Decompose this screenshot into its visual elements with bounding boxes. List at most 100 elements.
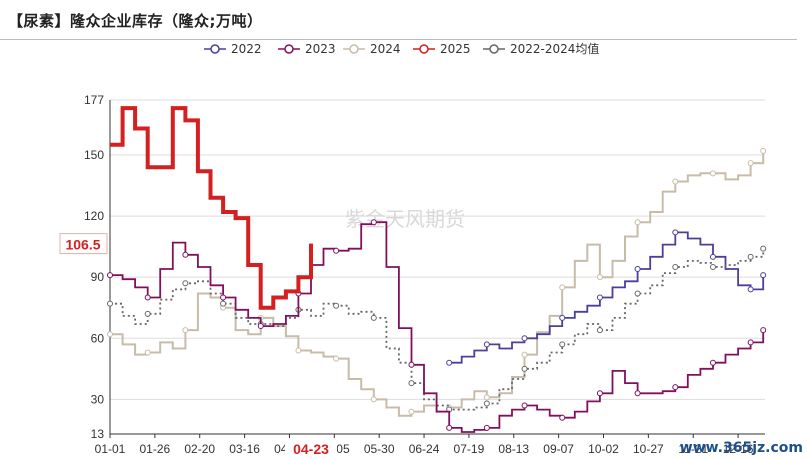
series-line-2022: [449, 231, 765, 364]
legend-swatch-marker: [210, 44, 220, 54]
legend-item-2022[interactable]: 2022: [204, 42, 262, 56]
x-tick-label: 10-02: [588, 442, 619, 456]
data-point-2023: [596, 390, 603, 397]
legend-label: 2022-2024均值: [510, 41, 599, 56]
series-line-2025: [110, 106, 313, 310]
legend[interactable]: 2022 2023 2024 2025 2022-2024均值: [204, 41, 599, 56]
watermark-text: 紫金天风期货: [345, 207, 465, 231]
data-point-2023: [257, 323, 264, 330]
page-title: 【尿素】隆众企业库存（隆众;万吨）: [8, 12, 263, 30]
data-point-2023: [408, 361, 415, 368]
x-tick-label: 01-26: [140, 442, 171, 456]
data-point-2023: [446, 424, 453, 431]
data-point-2024: [559, 284, 566, 291]
x-tick-label: 12-16: [723, 442, 754, 456]
data-point-2023: [107, 272, 113, 279]
data-point-2023: [483, 424, 490, 431]
data-point-2024: [144, 349, 151, 356]
data-point-2024: [333, 355, 340, 362]
legend-label: 2024: [370, 42, 401, 56]
data-point-2023: [521, 402, 528, 409]
data-point-avg: [182, 280, 189, 287]
y-tick-label: 30: [91, 392, 105, 406]
data-point-avg: [709, 264, 716, 270]
data-point-2023: [220, 294, 227, 301]
x-tick-label: 03-16: [229, 442, 260, 456]
data-point-2023: [144, 294, 151, 301]
data-point-avg: [634, 290, 641, 297]
data-point-2022: [596, 294, 603, 301]
legend-swatch-marker: [489, 44, 499, 54]
x-tick-label: 08-13: [498, 442, 529, 456]
data-point-2024: [370, 396, 377, 403]
data-point-2024: [760, 147, 767, 154]
data-point-2023: [672, 384, 679, 391]
data-point-2022: [483, 341, 490, 348]
data-point-2023: [370, 219, 377, 226]
data-point-2024: [596, 274, 603, 281]
data-point-2024: [634, 219, 641, 226]
legend-swatch-marker: [284, 44, 294, 54]
y-tick-label: 90: [91, 270, 105, 284]
data-point-2023: [559, 414, 566, 421]
axes: [109, 100, 765, 438]
latest-date-label: 04-23: [293, 441, 329, 457]
data-point-2023: [747, 339, 754, 346]
data-point-2024: [709, 170, 716, 177]
data-point-avg: [107, 300, 113, 307]
series-lines: [107, 106, 767, 433]
latest-value-label: 106.5: [65, 237, 100, 253]
data-point-avg: [333, 302, 340, 309]
data-point-avg: [760, 245, 767, 252]
data-point-2024: [295, 347, 302, 354]
latest-value-box: [59, 233, 108, 255]
x-tick-label: 05-30: [364, 442, 395, 456]
data-point-2024: [747, 160, 754, 167]
data-point-2024: [182, 327, 189, 334]
data-point-2022: [760, 272, 767, 279]
legend-label: 2025: [440, 42, 471, 56]
legend-swatch-marker: [419, 44, 429, 54]
data-point-2022: [709, 253, 716, 260]
data-point-2022: [634, 266, 641, 273]
axis-labels: 13 30 60 90 120 150 177 01-01 01-26 02-20 03-16 04-…: [59, 93, 754, 458]
latest-date-box: [284, 438, 337, 458]
series-line-2024: [110, 150, 765, 417]
data-point-2024: [483, 394, 490, 401]
data-point-2023: [760, 327, 767, 334]
legend-item-2023[interactable]: 2023: [278, 42, 336, 56]
data-point-2024: [521, 351, 528, 358]
data-point-2024: [107, 331, 113, 338]
x-tick-label: 11-21: [678, 442, 708, 456]
y-tick-label: 60: [91, 331, 105, 345]
legend-item-2025[interactable]: 2025: [413, 42, 471, 56]
data-point-2023: [634, 390, 641, 397]
data-point-avg: [220, 300, 227, 307]
data-point-avg: [672, 264, 679, 270]
x-tick-label: 01-01: [95, 442, 126, 456]
y-tick-label: 13: [91, 427, 105, 441]
y-tick-label: 120: [84, 209, 104, 223]
title-divider: [0, 39, 797, 40]
x-tick-label: 10-27: [633, 442, 664, 456]
x-tick-label: 02-20: [184, 442, 215, 456]
legend-item-avg[interactable]: 2022-2024均值: [483, 41, 599, 56]
legend-label: 2023: [305, 42, 336, 56]
data-point-2023: [709, 359, 716, 366]
data-point-avg: [144, 310, 151, 317]
legend-item-2024[interactable]: 2024: [343, 42, 401, 56]
data-point-avg: [747, 253, 754, 260]
legend-swatch-marker: [349, 44, 359, 54]
x-tick-label: 06-24: [409, 442, 440, 456]
series-line-avg: [110, 248, 765, 411]
data-point-2022: [747, 286, 754, 293]
data-point-2022: [521, 335, 528, 342]
data-point-avg: [521, 365, 528, 372]
legend-label: 2022: [231, 42, 262, 56]
data-point-2022: [446, 359, 453, 366]
data-point-avg: [408, 380, 415, 387]
data-point-avg: [483, 400, 490, 407]
data-point-2024: [408, 408, 415, 415]
data-point-2024: [672, 178, 679, 185]
data-point-2023: [333, 247, 340, 254]
